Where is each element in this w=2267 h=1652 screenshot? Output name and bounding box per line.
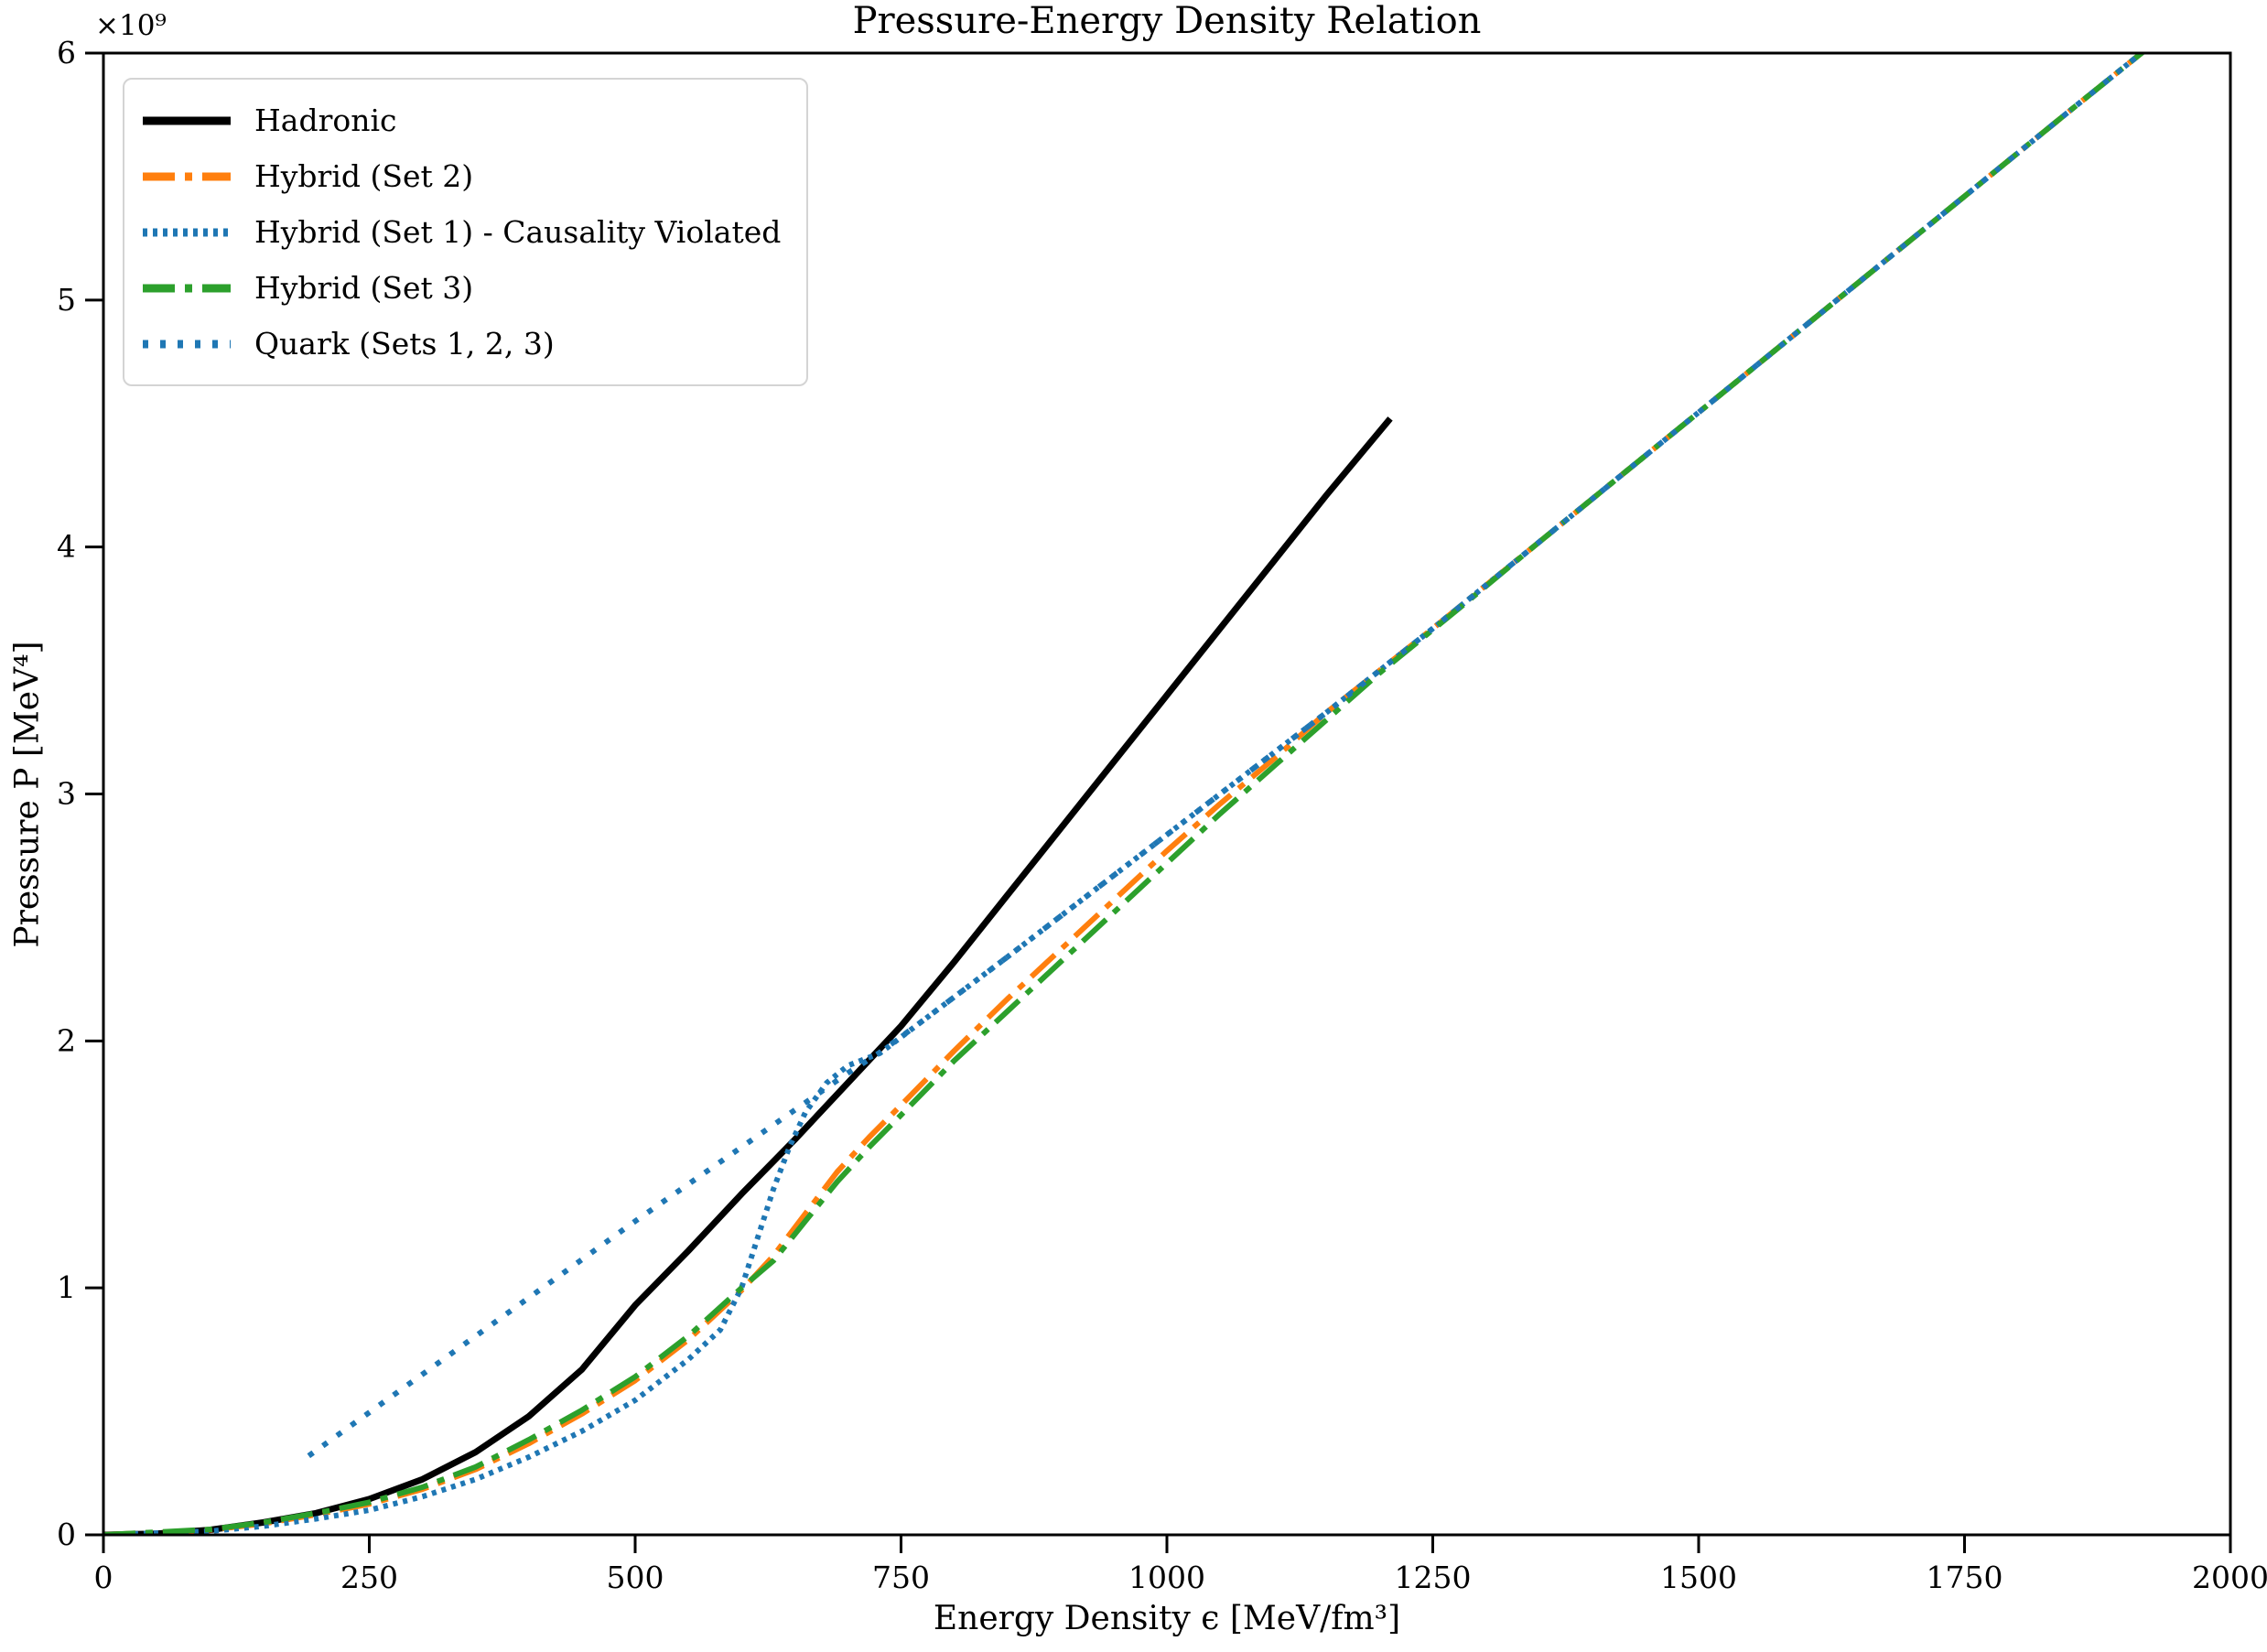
x-axis-label: Energy Density ϵ [MeV/fm³]	[933, 1600, 1401, 1637]
x-tick-label: 1500	[1660, 1560, 1737, 1595]
legend-label: Hadronic	[254, 103, 397, 138]
legend: Hadronic Hybrid (Set 2) Hybrid (Set 1) -…	[123, 78, 809, 386]
legend-item: Hybrid (Set 2)	[143, 148, 781, 204]
legend-label: Hybrid (Set 3)	[254, 270, 474, 306]
legend-line-sample	[143, 228, 231, 237]
series-line-4	[307, 53, 2146, 1459]
chart-title: Pressure-Energy Density Relation	[852, 0, 1482, 42]
y-tick-label: 1	[57, 1269, 76, 1305]
x-tick-label: 0	[94, 1560, 113, 1595]
legend-item: Quark (Sets 1, 2, 3)	[143, 316, 781, 372]
legend-item: Hybrid (Set 1) - Causality Violated	[143, 204, 781, 260]
legend-line-sample	[143, 284, 231, 293]
y-tick-label: 4	[57, 529, 76, 565]
x-tick-label: 1000	[1128, 1560, 1205, 1595]
plot-lines	[103, 53, 2146, 1535]
y-tick-label: 3	[57, 776, 76, 812]
x-tick-label: 2000	[2192, 1560, 2267, 1595]
y-axis-label: Pressure P [MeV⁴]	[8, 641, 47, 948]
y-axis-offset-text: ×10⁹	[95, 9, 167, 42]
legend-line-sample	[143, 172, 231, 181]
y-tick-label: 0	[57, 1517, 76, 1552]
axis-ticks: 0 250 500 750 1000 1250 1500 1750 2000 0 1 2 3 4 5 6	[57, 35, 2267, 1595]
legend-label: Quark (Sets 1, 2, 3)	[254, 326, 555, 362]
series-line-0	[103, 416, 1393, 1535]
x-tick-label: 500	[607, 1560, 664, 1595]
plot-border	[102, 51, 2232, 1537]
legend-label: Hybrid (Set 2)	[254, 158, 474, 194]
legend-item: Hybrid (Set 3)	[143, 260, 781, 316]
y-tick-label: 6	[57, 35, 76, 70]
legend-line-sample	[143, 340, 231, 349]
legend-label: Hybrid (Set 1) - Causality Violated	[254, 214, 782, 250]
x-tick-label: 750	[872, 1560, 930, 1595]
legend-line-sample	[143, 116, 231, 125]
x-tick-label: 1250	[1395, 1560, 1472, 1595]
y-tick-label: 2	[57, 1022, 76, 1058]
x-tick-label: 250	[340, 1560, 398, 1595]
legend-item: Hadronic	[143, 92, 781, 148]
y-tick-label: 5	[57, 282, 76, 318]
x-tick-label: 1750	[1927, 1560, 2003, 1595]
